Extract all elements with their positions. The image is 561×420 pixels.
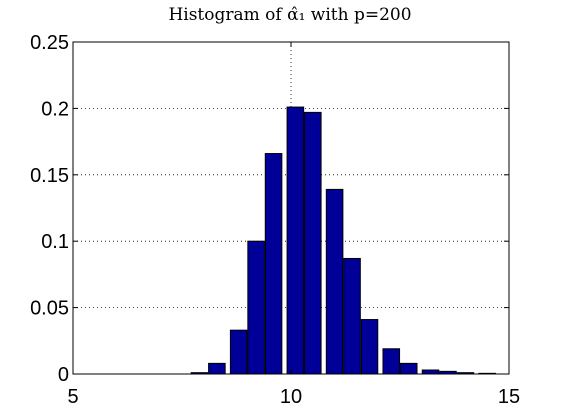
x-tick-label: 10 [280,386,302,408]
histogram-bar [360,319,379,375]
y-tick-label: 0.05 [30,298,69,320]
histogram-bar [247,240,265,375]
bars [190,106,496,375]
histogram-bar [325,188,344,375]
histogram-bar [399,362,418,375]
y-tick-label: 0.25 [30,32,69,54]
histogram-bar [229,329,248,375]
y-tick-label: 0.1 [41,231,69,253]
histogram-bar [343,257,361,375]
histogram-bar [304,111,322,375]
x-tick-label: 5 [67,386,78,408]
histogram-bar [264,153,283,375]
chart-title: Histogram of α̂₁ with p=200 [168,5,411,25]
y-axis-ticks: 0 0.05 0.1 0.15 0.2 0.25 [30,32,509,386]
x-tick-label: 15 [498,386,520,408]
histogram-bar [208,362,226,375]
histogram-bar [421,369,440,375]
histogram-bar [382,348,401,375]
y-tick-label: 0.2 [41,98,69,120]
histogram-bar [286,106,305,375]
x-axis-ticks: 5 10 15 [67,42,520,408]
y-tick-label: 0 [58,364,69,386]
y-tick-label: 0.15 [30,165,69,187]
